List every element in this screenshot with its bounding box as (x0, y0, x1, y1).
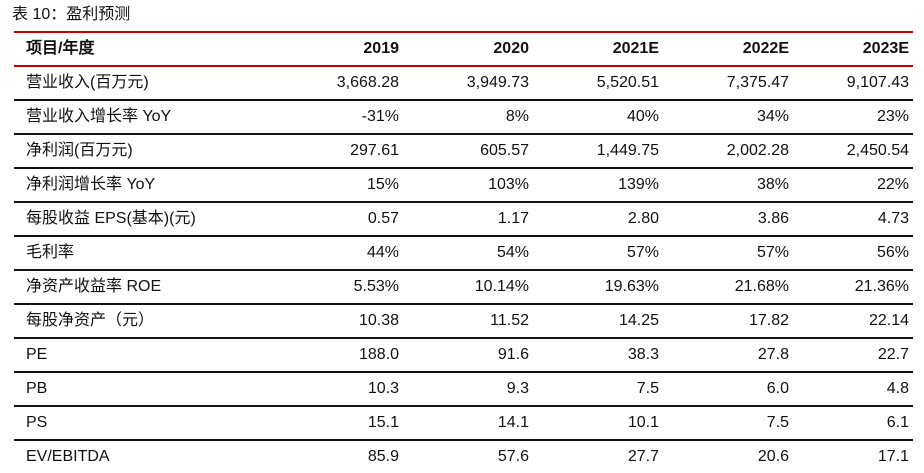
header-2022e: 2022E (742, 40, 789, 57)
cell-value: 40% (626, 108, 659, 125)
cell-value: 8% (505, 108, 529, 125)
cell-value: 22.7 (877, 346, 909, 363)
cell-value: 19.63% (604, 278, 659, 295)
header-2023e: 2023E (862, 40, 909, 57)
earnings-forecast-table: 项目/年度 2019 2020 2021E 2022E 2023E 营业收入(百… (14, 31, 913, 473)
row-label: 净利润增长率 YoY (26, 176, 156, 193)
cell-value: 139% (618, 176, 659, 193)
table-row: EV/EBITDA 85.9 57.6 27.7 20.6 17.1 (14, 440, 913, 473)
cell-value: 27.8 (757, 346, 789, 363)
cell-value: 10.14% (474, 278, 529, 295)
header-2021e: 2021E (612, 40, 659, 57)
cell-value: 85.9 (367, 448, 399, 465)
header-item-year: 项目/年度 (26, 40, 95, 57)
cell-value: 22.14 (868, 312, 909, 329)
table-row: 营业收入(百万元) 3,668.28 3,949.73 5,520.51 7,375.4… (14, 66, 913, 100)
cell-value: 10.1 (627, 414, 659, 431)
cell-value: 57% (756, 244, 789, 261)
cell-value: 2,450.54 (846, 142, 909, 159)
cell-value: 2,002.28 (726, 142, 789, 159)
cell-value: 3.86 (757, 210, 789, 227)
cell-value: 6.1 (886, 414, 909, 431)
cell-value: 17.82 (748, 312, 789, 329)
cell-value: 4.8 (886, 380, 909, 397)
cell-value: 21.68% (734, 278, 789, 295)
table-row: 营业收入增长率 YoY -31% 8% 40% 34% 23% (14, 100, 913, 134)
table-row: 净利润增长率 YoY 15% 103% 139% 38% 22% (14, 168, 913, 202)
cell-value: 4.73 (877, 210, 909, 227)
table-row: PS 15.1 14.1 10.1 7.5 6.1 (14, 406, 913, 440)
table-caption: 表 10：盈利预测 (12, 6, 131, 23)
row-label: 每股收益 EPS(基本)(元) (26, 210, 196, 227)
row-label: 净资产收益率 ROE (26, 278, 162, 295)
cell-value: 605.57 (480, 142, 529, 159)
cell-value: 6.0 (766, 380, 789, 397)
table-row: PE 188.0 91.6 38.3 27.8 22.7 (14, 338, 913, 372)
table-header-row: 项目/年度 2019 2020 2021E 2022E 2023E (14, 32, 913, 66)
cell-value: 10.3 (367, 380, 399, 397)
cell-value: 5.53% (353, 278, 399, 295)
cell-value: 2.80 (627, 210, 659, 227)
cell-value: 11.52 (490, 312, 529, 329)
cell-value: -31% (361, 108, 399, 125)
cell-value: 9.3 (506, 380, 529, 397)
cell-value: 15.1 (367, 414, 399, 431)
cell-value: 3,668.28 (336, 74, 399, 91)
header-2019: 2019 (363, 40, 399, 57)
table-row: 净资产收益率 ROE 5.53% 10.14% 19.63% 21.68% 21.36% (14, 270, 913, 304)
cell-value: 17.1 (877, 448, 909, 465)
cell-value: 0.57 (367, 210, 399, 227)
cell-value: 1.17 (497, 210, 529, 227)
cell-value: 27.7 (627, 448, 659, 465)
row-label: 毛利率 (26, 244, 75, 261)
cell-value: 14.1 (497, 414, 529, 431)
table-row: 每股收益 EPS(基本)(元) 0.57 1.17 2.80 3.86 4.73 (14, 202, 913, 236)
table-row: 毛利率 44% 54% 57% 57% 56% (14, 236, 913, 270)
cell-value: 7,375.47 (726, 74, 789, 91)
cell-value: 57.6 (497, 448, 529, 465)
row-label: 每股净资产（元） (26, 312, 155, 329)
cell-value: 10.38 (358, 312, 399, 329)
row-label: PS (26, 414, 48, 431)
cell-value: 7.5 (636, 380, 659, 397)
cell-value: 20.6 (757, 448, 789, 465)
cell-value: 3,949.73 (466, 74, 529, 91)
cell-value: 21.36% (854, 278, 909, 295)
row-label: 营业收入增长率 YoY (26, 108, 172, 125)
cell-value: 38.3 (627, 346, 659, 363)
cell-value: 14.25 (618, 312, 659, 329)
cell-value: 23% (876, 108, 909, 125)
table-row: 每股净资产（元） 10.38 11.52 14.25 17.82 22.14 (14, 304, 913, 338)
cell-value: 56% (876, 244, 909, 261)
cell-value: 57% (626, 244, 659, 261)
table-row: 净利润(百万元) 297.61 605.57 1,449.75 2,002.28 2,45… (14, 134, 913, 168)
cell-value: 22% (876, 176, 909, 193)
row-label: PB (26, 380, 48, 397)
header-2020: 2020 (493, 40, 529, 57)
cell-value: 15% (366, 176, 399, 193)
table-row: PB 10.3 9.3 7.5 6.0 4.8 (14, 372, 913, 406)
cell-value: 44% (366, 244, 399, 261)
cell-value: 9,107.43 (846, 74, 909, 91)
cell-value: 188.0 (358, 346, 399, 363)
cell-value: 7.5 (766, 414, 789, 431)
cell-value: 91.6 (497, 346, 529, 363)
cell-value: 38% (756, 176, 789, 193)
row-label: EV/EBITDA (26, 448, 110, 465)
cell-value: 103% (488, 176, 529, 193)
row-label: 营业收入(百万元) (26, 74, 149, 91)
cell-value: 34% (756, 108, 789, 125)
cell-value: 5,520.51 (596, 74, 659, 91)
cell-value: 54% (496, 244, 529, 261)
cell-value: 297.61 (350, 142, 399, 159)
cell-value: 1,449.75 (596, 142, 659, 159)
row-label: 净利润(百万元) (26, 142, 133, 159)
row-label: PE (26, 346, 48, 363)
